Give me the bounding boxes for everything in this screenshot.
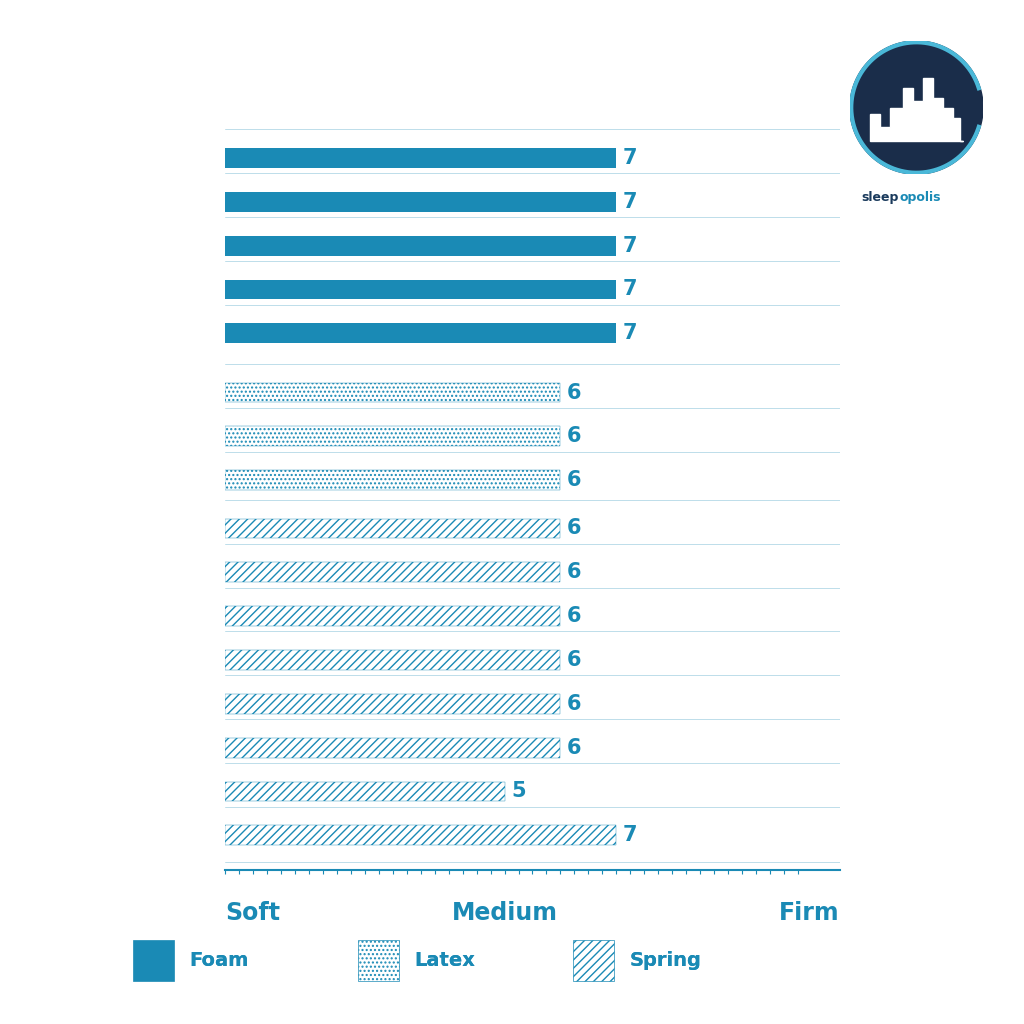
Bar [225,470,560,490]
Text: Medium: Medium [452,901,557,925]
Text: Spring: Spring [630,951,701,970]
Text: Latex: Latex [415,951,475,970]
Text: 6: 6 [567,694,582,714]
Bar [225,518,560,539]
Text: 6: 6 [567,606,582,626]
Bar [225,562,560,582]
Bar [225,426,560,446]
Text: 7: 7 [623,147,638,168]
Bar [225,324,616,343]
Bar [225,781,505,802]
Bar [225,825,616,845]
Bar [225,606,560,626]
Text: Latex: Latex [415,951,475,970]
Bar [225,650,560,670]
Text: opolis: opolis [899,191,941,205]
Text: 6: 6 [567,383,582,402]
Text: 6: 6 [567,562,582,583]
Bar [225,148,616,168]
Text: 6: 6 [567,737,582,758]
Text: 6: 6 [567,426,582,446]
Text: 7: 7 [623,324,638,343]
Text: Firm: Firm [779,901,840,925]
Text: 7: 7 [623,280,638,299]
Polygon shape [850,41,983,174]
Bar [225,236,616,256]
Text: Foam: Foam [189,951,249,970]
Text: 5: 5 [511,781,526,802]
Text: 7: 7 [623,236,638,256]
Text: Spring: Spring [630,951,701,970]
Bar [225,383,560,402]
Bar [225,280,616,299]
Bar [225,191,616,212]
Text: 6: 6 [567,650,582,670]
Text: sleep: sleep [862,191,899,205]
Text: Foam: Foam [189,951,249,970]
Bar [225,694,560,714]
Text: 6: 6 [567,518,582,539]
Text: 7: 7 [623,191,638,212]
Text: 6: 6 [567,470,582,490]
Polygon shape [870,78,963,140]
Text: 7: 7 [623,825,638,846]
Text: Soft: Soft [225,901,281,925]
Bar [225,737,560,758]
